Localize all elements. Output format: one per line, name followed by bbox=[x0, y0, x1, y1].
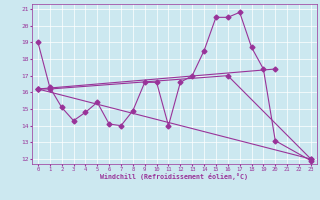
X-axis label: Windchill (Refroidissement éolien,°C): Windchill (Refroidissement éolien,°C) bbox=[100, 173, 248, 180]
